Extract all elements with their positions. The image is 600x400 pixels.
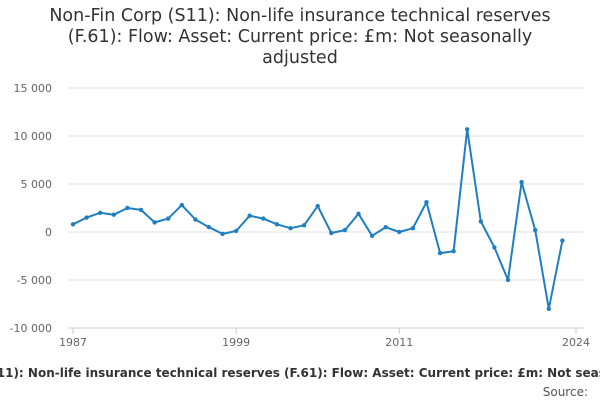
data-point[interactable]: [247, 213, 252, 218]
data-point[interactable]: [437, 250, 443, 256]
data-point[interactable]: [505, 277, 511, 283]
data-point[interactable]: [301, 223, 307, 228]
y-tick-label: 15 000: [14, 82, 53, 95]
y-tick-label: 0: [45, 226, 52, 239]
data-point[interactable]: [410, 226, 416, 231]
data-point[interactable]: [397, 229, 402, 235]
data-point[interactable]: [138, 207, 144, 213]
x-tick-label: 1987: [59, 336, 87, 349]
data-point[interactable]: [179, 202, 184, 208]
data-point[interactable]: [261, 216, 266, 221]
data-point[interactable]: [356, 211, 361, 216]
data-point[interactable]: [288, 226, 293, 231]
y-tick-label: -10 000: [10, 322, 52, 335]
data-point[interactable]: [546, 306, 551, 311]
data-point[interactable]: [193, 217, 198, 222]
y-tick-label: -5 000: [17, 274, 52, 287]
data-point[interactable]: [315, 203, 320, 209]
data-point[interactable]: [70, 222, 76, 227]
data-point[interactable]: [329, 230, 334, 236]
legend-label[interactable]: Non-Fin Corp (S11): Non-life insurance t…: [0, 366, 600, 380]
data-point[interactable]: [519, 179, 524, 185]
chart-title: Non-Fin Corp (S11): Non-life insurance t…: [0, 6, 600, 69]
data-point[interactable]: [465, 127, 470, 132]
x-tick-label: 2011: [385, 336, 413, 349]
data-point[interactable]: [220, 231, 225, 237]
data-point[interactable]: [342, 227, 348, 233]
data-point[interactable]: [152, 220, 157, 225]
data-point[interactable]: [424, 200, 429, 205]
series-group: [70, 127, 565, 311]
chart-title-line-2: (F.61): Flow: Asset: Current price: £m: …: [67, 27, 533, 47]
data-point[interactable]: [383, 225, 388, 230]
x-tick-label: 1999: [222, 336, 250, 349]
source-label: Source:: [543, 385, 588, 399]
data-point[interactable]: [451, 249, 456, 254]
chart-title-line-3: adjusted: [262, 48, 338, 68]
axes: 15 000 10 000 5 000 0 -5 000 -10 000 1987 1999 2…: [10, 82, 590, 349]
chart-title-line-1: Non-Fin Corp (S11): Non-life insurance t…: [49, 6, 551, 26]
data-point[interactable]: [166, 216, 171, 221]
y-tick-label: 10 000: [14, 130, 53, 143]
data-point[interactable]: [560, 238, 565, 243]
data-point[interactable]: [233, 228, 239, 234]
data-point[interactable]: [98, 210, 103, 215]
data-point[interactable]: [533, 227, 538, 233]
data-point[interactable]: [492, 245, 497, 250]
data-point[interactable]: [478, 219, 483, 224]
data-point[interactable]: [369, 233, 375, 238]
gridlines: [68, 87, 584, 329]
x-tick-label: 2024: [562, 336, 590, 349]
data-point[interactable]: [111, 212, 117, 217]
data-point[interactable]: [206, 225, 212, 230]
data-point[interactable]: [274, 222, 280, 227]
data-point[interactable]: [84, 215, 89, 220]
data-point[interactable]: [125, 205, 130, 211]
series-line: [72, 128, 564, 310]
y-tick-label: 5 000: [21, 178, 53, 191]
